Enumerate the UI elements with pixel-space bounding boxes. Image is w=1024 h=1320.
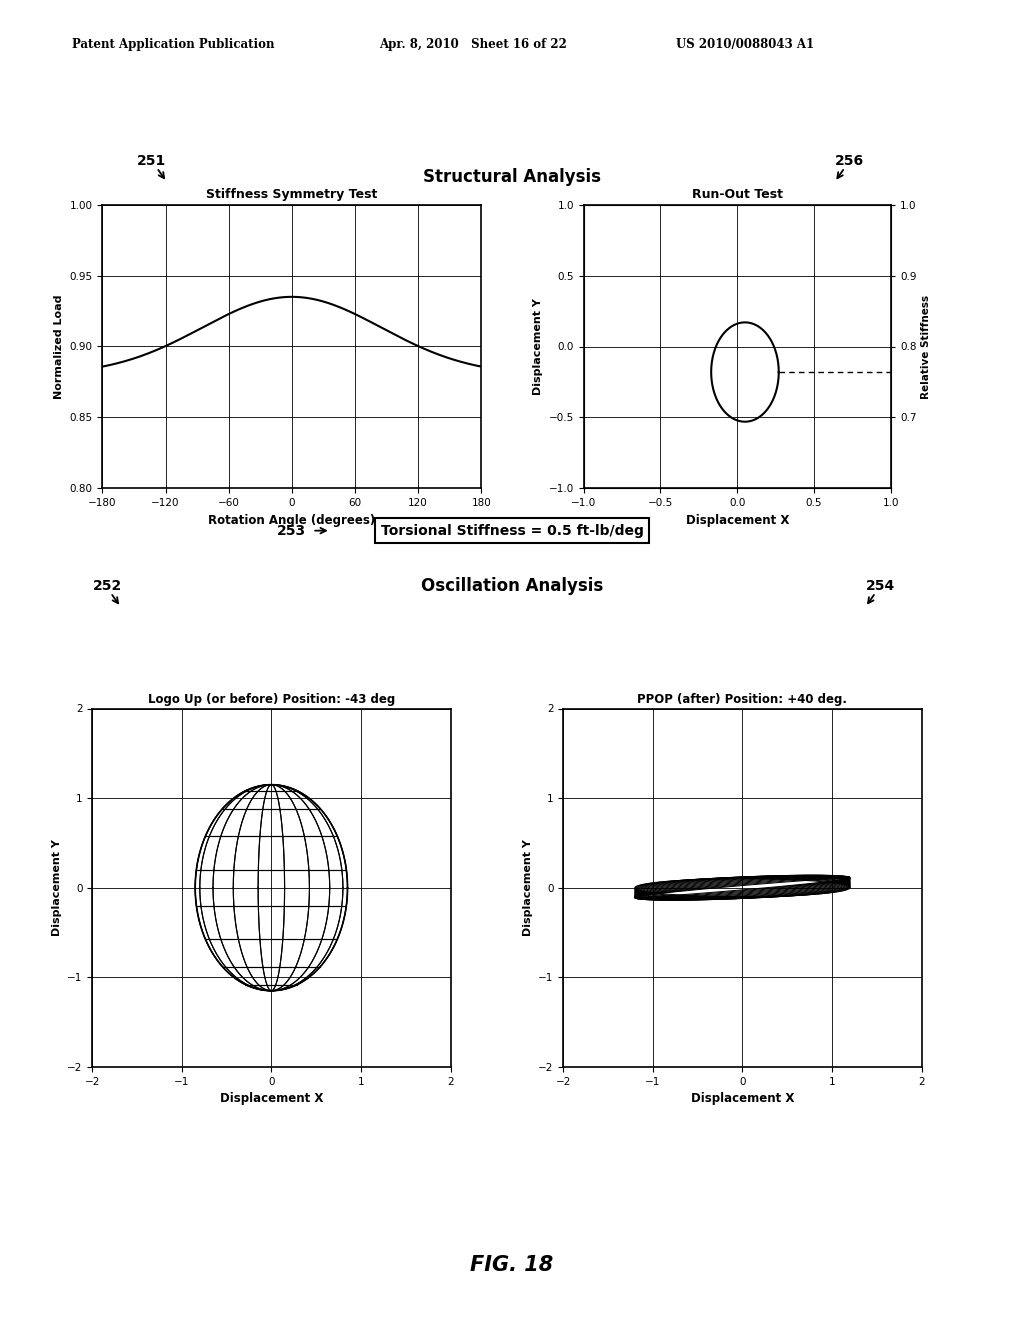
Y-axis label: Relative Stiffness: Relative Stiffness <box>921 294 931 399</box>
Text: Oscillation Analysis: Oscillation Analysis <box>421 577 603 595</box>
Text: 254: 254 <box>866 579 895 593</box>
Y-axis label: Displacement Y: Displacement Y <box>534 298 543 395</box>
Y-axis label: Displacement Y: Displacement Y <box>522 840 532 936</box>
Title: Logo Up (or before) Position: -43 deg: Logo Up (or before) Position: -43 deg <box>147 693 395 706</box>
Text: Apr. 8, 2010   Sheet 16 of 22: Apr. 8, 2010 Sheet 16 of 22 <box>379 38 566 51</box>
Text: Structural Analysis: Structural Analysis <box>423 168 601 186</box>
Title: Run-Out Test: Run-Out Test <box>692 187 782 201</box>
Text: FIG. 18: FIG. 18 <box>470 1254 554 1275</box>
Text: US 2010/0088043 A1: US 2010/0088043 A1 <box>676 38 814 51</box>
X-axis label: Displacement X: Displacement X <box>686 513 788 527</box>
Text: 253: 253 <box>278 524 306 537</box>
Y-axis label: Normalized Load: Normalized Load <box>54 294 63 399</box>
Y-axis label: Displacement Y: Displacement Y <box>51 840 61 936</box>
Text: 252: 252 <box>93 579 122 593</box>
X-axis label: Rotation Angle (degrees): Rotation Angle (degrees) <box>208 513 376 527</box>
Text: 251: 251 <box>137 154 166 168</box>
Title: PPOP (after) Position: +40 deg.: PPOP (after) Position: +40 deg. <box>637 693 848 706</box>
Title: Stiffness Symmetry Test: Stiffness Symmetry Test <box>206 187 378 201</box>
Text: Patent Application Publication: Patent Application Publication <box>72 38 274 51</box>
Text: 256: 256 <box>836 154 864 168</box>
X-axis label: Displacement X: Displacement X <box>220 1092 323 1105</box>
Text: Torsional Stiffness = 0.5 ft-lb/deg: Torsional Stiffness = 0.5 ft-lb/deg <box>381 524 643 537</box>
X-axis label: Displacement X: Displacement X <box>691 1092 794 1105</box>
